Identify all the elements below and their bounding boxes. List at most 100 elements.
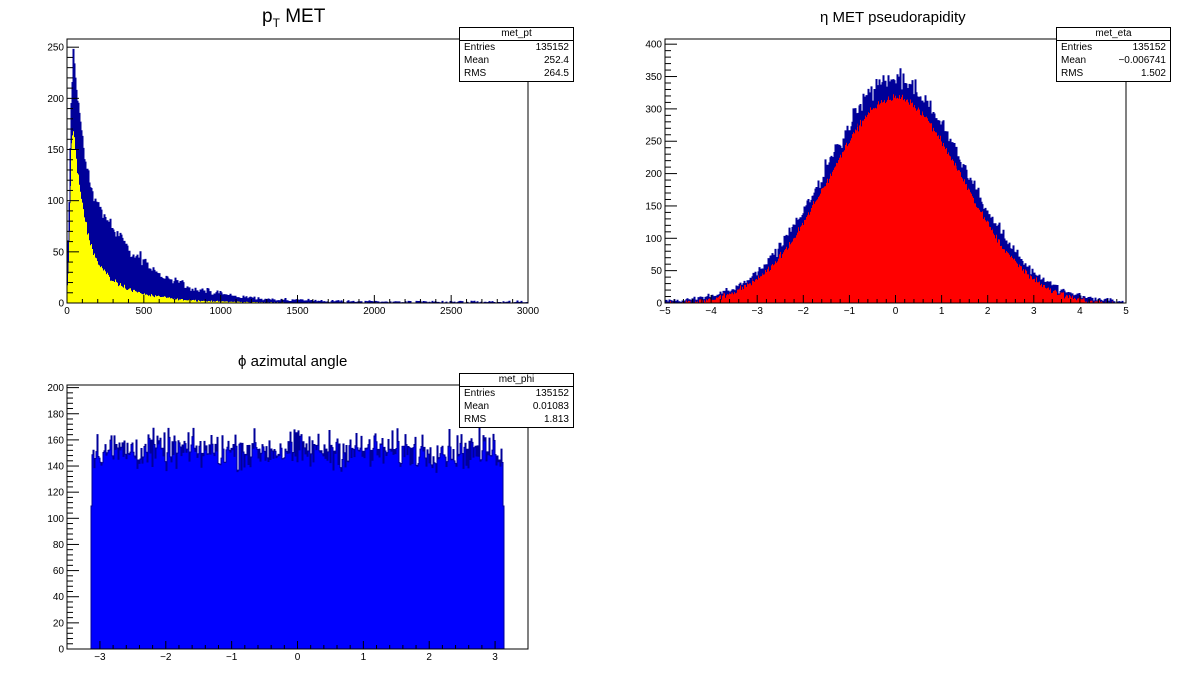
stats-label: RMS: [464, 68, 487, 79]
stats-label: Mean: [1061, 55, 1087, 66]
eta-xtick-label: −3: [751, 306, 763, 317]
pt-stats-row-entries: Entries 135152: [460, 41, 573, 54]
phi-ytick-label: 40: [53, 592, 65, 603]
phi-plot: −3 −2 −1 0 1 2 3 0 20 40 60 80 100 120 140 160 180 200: [47, 383, 529, 663]
pt-xtick-label: 500: [135, 306, 152, 317]
phi-outer-area: [67, 427, 528, 649]
stats-label: Entries: [1061, 42, 1093, 53]
eta-stats-row-mean: Mean −0.006741: [1057, 54, 1170, 67]
eta-xtick-label: 1: [939, 306, 945, 317]
stats-label: RMS: [464, 414, 487, 425]
eta-ytick-label: 250: [645, 137, 662, 148]
phi-stats-name: met_phi: [460, 374, 573, 387]
phi-stats-row-rms: RMS 1.813: [460, 413, 573, 426]
eta-xtick-label: −1: [844, 306, 856, 317]
eta-stats-name: met_eta: [1057, 28, 1170, 41]
pt-ytick-label: 250: [47, 43, 64, 54]
pt-title-sub: T: [272, 15, 280, 30]
eta-xtick-label: 4: [1077, 306, 1083, 317]
eta-xtick-label: −4: [705, 306, 717, 317]
eta-xtick-label: 5: [1123, 306, 1129, 317]
stats-value: 1.813: [543, 414, 569, 425]
phi-ytick-label: 120: [47, 488, 64, 499]
stats-value: 264.5: [543, 68, 569, 79]
phi-ytick-label: 80: [53, 540, 65, 551]
pt-ytick-label: 100: [47, 196, 64, 207]
phi-stats-row-entries: Entries 135152: [460, 387, 573, 400]
phi-xtick-label: 1: [361, 652, 367, 663]
eta-xtick-label: −5: [659, 306, 671, 317]
stats-label: Mean: [464, 55, 490, 66]
eta-stats-row-entries: Entries 135152: [1057, 41, 1170, 54]
pt-ytick-label: 50: [53, 247, 65, 258]
phi-stats-row-mean: Mean 0.01083: [460, 400, 573, 413]
phi-xtick-label: 2: [426, 652, 432, 663]
eta-ytick-label: 400: [645, 40, 662, 51]
pt-xtick-label: 2000: [363, 306, 386, 317]
pt-xtick-label: 2500: [440, 306, 463, 317]
pt-title-rest: MET: [279, 6, 326, 27]
phi-xtick-label: −2: [160, 652, 172, 663]
eta-ytick-label: 350: [645, 72, 662, 83]
eta-xtick-label: 0: [893, 306, 899, 317]
pt-ytick-label: 150: [47, 145, 64, 156]
phi-title: ϕ azimutal angle: [238, 353, 348, 370]
pt-ytick-label: 0: [58, 299, 64, 310]
phi-outline: [67, 426, 528, 650]
pt-inner-area: [67, 131, 528, 303]
phi-xtick-label: −3: [94, 652, 106, 663]
eta-xtick-label: 3: [1031, 306, 1037, 317]
stats-value: 252.4: [543, 55, 569, 66]
eta-ytick-label: 150: [645, 201, 662, 212]
phi-ytick-label: 200: [47, 383, 64, 394]
pt-title-main: p: [262, 6, 273, 27]
eta-xtick-label: 2: [985, 306, 991, 317]
eta-stats-row-rms: RMS 1.502: [1057, 67, 1170, 80]
pt-stats-box: met_pt Entries 135152 Mean 252.4 RMS 264.5: [459, 27, 574, 82]
pt-xtick-label: 3000: [517, 306, 540, 317]
stats-value: 135152: [535, 42, 569, 53]
phi-ytick-label: 180: [47, 409, 64, 420]
eta-outline: [664, 68, 1126, 304]
pt-plot: 0 500 1000 1500 2000 2500 3000 0 50 100 150 200 250: [47, 38, 540, 317]
phi-ytick-label: 100: [47, 514, 64, 525]
phi-ytick-label: 160: [47, 435, 64, 446]
phi-ytick-label: 60: [53, 566, 65, 577]
phi-ytick-label: 20: [53, 618, 65, 629]
pt-outer-area: [67, 49, 528, 304]
eta-ytick-label: 200: [645, 169, 662, 180]
stats-label: Entries: [464, 42, 496, 53]
phi-ytick-label: 0: [58, 645, 64, 656]
stats-value: 1.502: [1140, 68, 1166, 79]
eta-ytick-label: 50: [651, 266, 663, 277]
stats-value: 0.01083: [532, 401, 569, 412]
pt-stats-row-rms: RMS 264.5: [460, 67, 573, 80]
stats-label: RMS: [1061, 68, 1084, 79]
stats-value: 135152: [1132, 42, 1166, 53]
phi-xtick-label: 0: [295, 652, 301, 663]
pt-xtick-label: 0: [64, 306, 70, 317]
pt-title: pT MET: [262, 6, 325, 30]
eta-ytick-label: 100: [645, 234, 662, 245]
pt-stats-name: met_pt: [460, 28, 573, 41]
stats-value: −0.006741: [1118, 55, 1166, 66]
eta-ytick-label: 300: [645, 104, 662, 115]
eta-xtick-label: −2: [798, 306, 810, 317]
eta-stats-box: met_eta Entries 135152 Mean −0.006741 RMS 1…: [1056, 27, 1171, 82]
pt-xtick-label: 1000: [210, 306, 233, 317]
eta-ytick-label: 0: [656, 299, 662, 310]
stats-label: Mean: [464, 401, 490, 412]
phi-xtick-label: 3: [492, 652, 498, 663]
pt-xtick-label: 1500: [286, 306, 309, 317]
eta-title: η MET pseudorapidity: [820, 9, 966, 26]
phi-xtick-label: −1: [226, 652, 238, 663]
stats-value: 135152: [535, 388, 569, 399]
phi-ytick-label: 140: [47, 462, 64, 473]
stats-label: Entries: [464, 388, 496, 399]
pt-ytick-label: 200: [47, 94, 64, 105]
pt-stats-row-mean: Mean 252.4: [460, 54, 573, 67]
phi-stats-box: met_phi Entries 135152 Mean 0.01083 RMS 1.8…: [459, 373, 574, 428]
eta-inner-area: [665, 94, 1126, 303]
